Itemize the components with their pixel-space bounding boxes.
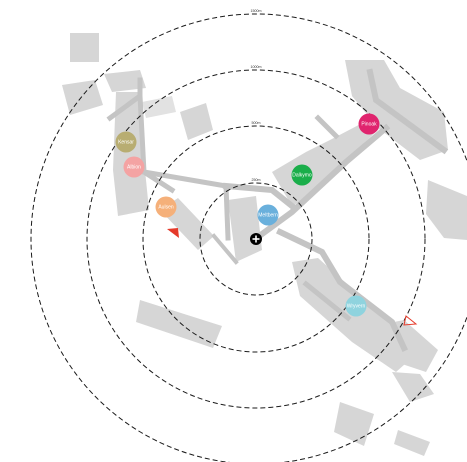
poi-label: Wryvern <box>347 303 366 309</box>
ring-1000m <box>86 69 426 409</box>
poi-kensar[interactable]: Kensar <box>115 131 137 153</box>
poi-label: Kensar <box>118 139 134 145</box>
ring-500m <box>142 125 370 353</box>
ring-250m <box>199 182 313 296</box>
ring-label-500m: 500m <box>252 121 261 125</box>
poi-albion[interactable]: Albion <box>123 156 145 178</box>
ring-1500m <box>30 13 467 462</box>
building-footprints <box>62 33 467 456</box>
ring-label-1500m: 1500m <box>251 9 262 13</box>
poi-label: Pinoak <box>361 121 377 127</box>
poi-label: Aulsen <box>158 204 174 210</box>
poi-aulsen[interactable]: Aulsen <box>155 196 177 218</box>
poi-pinoak[interactable]: Pinoak <box>358 113 380 135</box>
poi-label: Dalkymo <box>292 172 312 178</box>
poi-label: Albion <box>127 164 141 170</box>
plus-in-circle-icon <box>250 233 262 245</box>
poi-meltbern[interactable]: Meltbern <box>257 204 279 226</box>
road-network <box>106 68 449 352</box>
ring-label-250m: 250m <box>252 178 261 182</box>
red-flag-icon <box>167 228 179 238</box>
poi-markers: Pinoak Dalkymo Meltbern Aulsen Albion Ke… <box>115 113 380 317</box>
poi-wryvern[interactable]: Wryvern <box>345 295 367 317</box>
poi-label: Meltbern <box>258 212 278 218</box>
red-outline-flag-icon <box>403 315 418 326</box>
ring-label-1000m: 1000m <box>251 65 262 69</box>
distance-rings: 1500m 1000m 500m 250m <box>30 9 467 462</box>
poi-dalkymo[interactable]: Dalkymo <box>291 164 313 186</box>
